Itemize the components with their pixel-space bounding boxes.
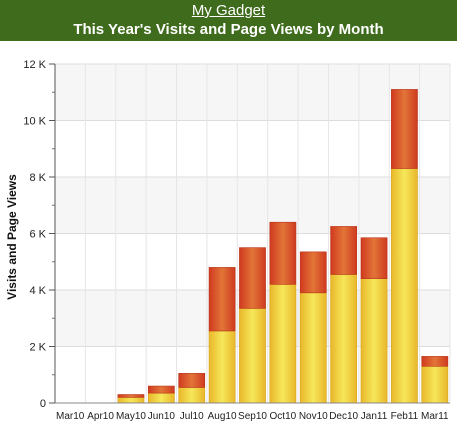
x-tick-label: Jan11 [361,411,388,422]
bar-segment-Mar11-series-1 [421,365,449,404]
x-tick-label: Jul10 [180,411,204,422]
x-tick-label: Feb11 [391,411,419,422]
bar-segment-May10-series-1 [117,397,145,404]
bar-segment-Dec10-series-2 [330,226,358,275]
y-tick-label: 4 K [29,285,46,297]
x-tick-label: Oct10 [270,411,297,422]
bar-segment-May10-series-2 [117,394,145,398]
y-tick-label: 0 [40,398,46,410]
y-axis-title: Visits and Page Views [5,174,19,300]
visits-pageviews-chart: 0 2 K 4 K 6 K 8 K 10 K 12 K Mar10 Apr10 May10 Jun… [5,59,451,422]
bar-segment-Nov10-series-1 [299,292,327,404]
bar-segment-Mar11-series-2 [421,356,449,367]
x-tick-label: Dec10 [329,411,358,422]
bars [117,89,449,404]
bar-segment-Aug10-series-1 [208,330,236,404]
bar-segment-Jul10-series-2 [178,373,206,388]
bar-segment-Jan11-series-1 [360,278,388,404]
chart-header: My Gadget This Year's Visits and Page Vi… [0,0,457,41]
y-tick-label: 2 K [29,342,46,354]
x-tick-label: Mar10 [56,411,85,422]
x-tick-label: Aug10 [208,411,237,422]
bar-segment-Feb11-series-1 [391,168,418,404]
y-tick-label: 12 K [23,59,46,71]
x-tick-label: Jun10 [148,411,176,422]
bar-segment-Sep10-series-2 [239,247,266,309]
x-tick-label: Mar11 [421,411,449,422]
y-tick-label: 6 K [29,229,46,241]
bar-segment-Sep10-series-1 [239,308,266,404]
grid-band [55,64,450,121]
x-axis-labels: Mar10 Apr10 May10 Jun10 Jul10 Aug10 Sep10 Oct10… [56,411,449,422]
bar-segment-Jun10-series-2 [147,385,175,394]
y-tick-label: 8 K [29,172,46,184]
grid-band [55,177,450,234]
x-tick-label: Nov10 [299,411,328,422]
chart-title: This Year's Visits and Page Views by Mon… [73,21,384,38]
bar-segment-Jun10-series-1 [147,392,175,404]
x-tick-label: May10 [116,411,146,422]
bar-segment-Oct10-series-2 [269,221,297,285]
bar-segment-Dec10-series-1 [330,274,358,404]
bar-segment-Feb11-series-2 [391,89,418,169]
bar-segment-Jul10-series-1 [178,387,206,404]
bar-segment-Oct10-series-1 [269,284,297,404]
x-tick-label: Apr10 [87,411,114,422]
bar-segment-Aug10-series-2 [208,267,236,332]
x-tick-label: Sep10 [238,411,267,422]
bar-segment-Nov10-series-2 [299,251,327,294]
y-tick-label: 10 K [23,116,46,128]
gadget-title-link[interactable]: My Gadget [191,2,266,19]
y-axis-ticks: 0 2 K 4 K 6 K 8 K 10 K 12 K [23,59,55,410]
bar-segment-Jan11-series-2 [360,237,388,280]
